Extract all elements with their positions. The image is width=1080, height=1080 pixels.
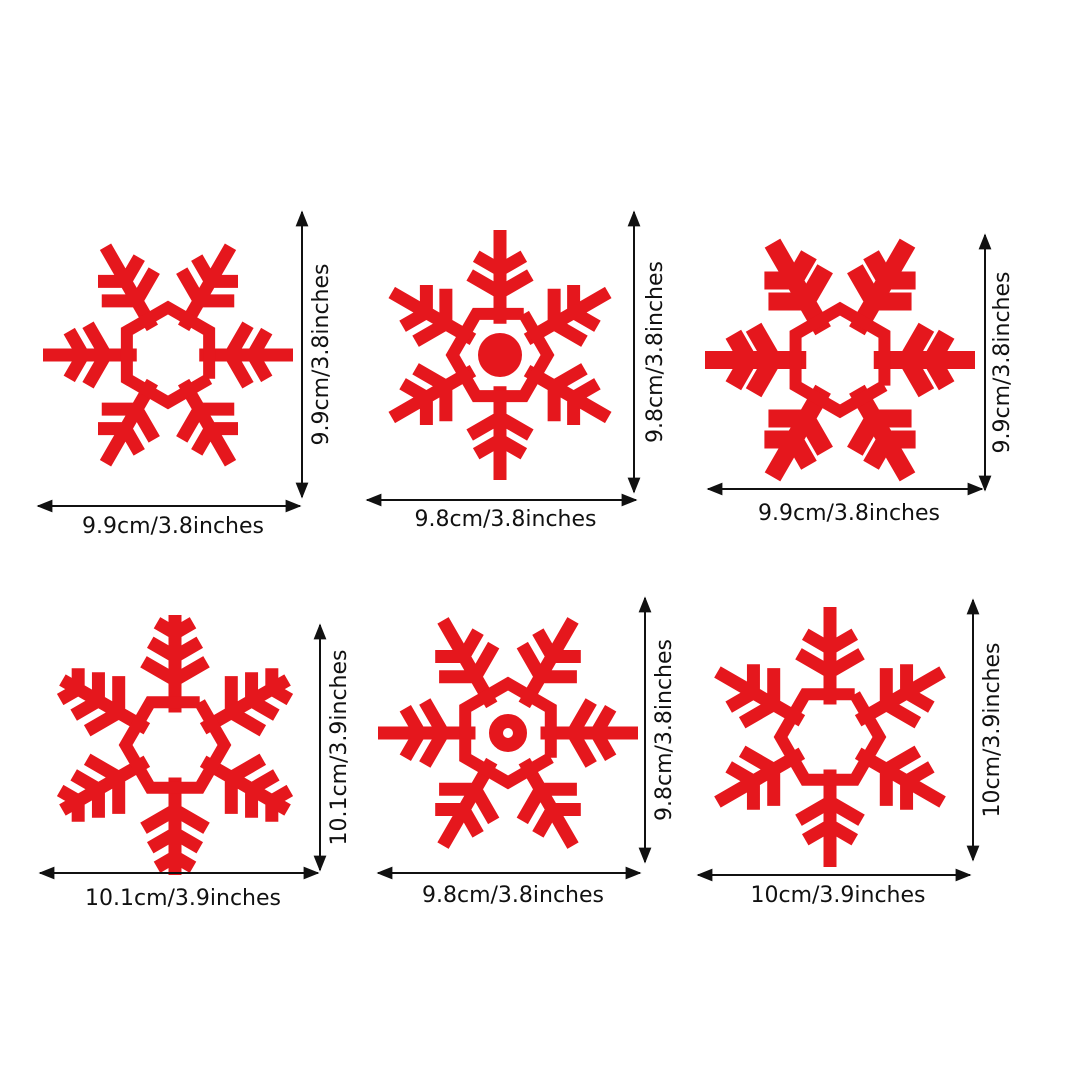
snowflake-arms — [43, 243, 293, 467]
width-label: 9.8cm/3.8inches — [422, 883, 604, 908]
snowflake — [378, 617, 638, 849]
snowflake-ring — [445, 307, 555, 403]
snowflake-ring — [118, 696, 232, 794]
snowflake-ring — [789, 301, 891, 419]
snowflake — [56, 615, 294, 875]
height-label: 10.1cm/3.9inches — [327, 649, 352, 845]
width-label: 9.8cm/3.8inches — [414, 507, 596, 532]
snowflake — [714, 607, 946, 867]
snowflake-ring — [773, 688, 887, 786]
snowflake-ring — [120, 300, 216, 410]
height-label: 9.9cm/3.8inches — [309, 263, 334, 445]
height-label: 10cm/3.9inches — [980, 642, 1005, 817]
snowflake-arms — [56, 615, 294, 875]
snowflake-arms — [705, 238, 975, 482]
height-label: 9.8cm/3.8inches — [652, 639, 677, 821]
snowflake-center — [478, 333, 522, 377]
snowflake-arms — [388, 230, 612, 480]
height-label: 9.9cm/3.8inches — [990, 271, 1015, 453]
width-label: 9.9cm/3.8inches — [758, 501, 940, 526]
snowflake-ring — [459, 676, 557, 790]
snowflake-arms — [378, 617, 638, 849]
width-label: 9.9cm/3.8inches — [82, 514, 264, 539]
snowflake — [43, 243, 293, 467]
width-label: 10.1cm/3.9inches — [85, 886, 281, 911]
snowflake — [705, 238, 975, 482]
snowflake-hole — [489, 714, 527, 752]
width-label: 10cm/3.9inches — [750, 883, 925, 908]
snowflake — [388, 230, 612, 480]
height-label: 9.8cm/3.8inches — [643, 261, 668, 443]
snowflake-arms — [714, 607, 946, 867]
